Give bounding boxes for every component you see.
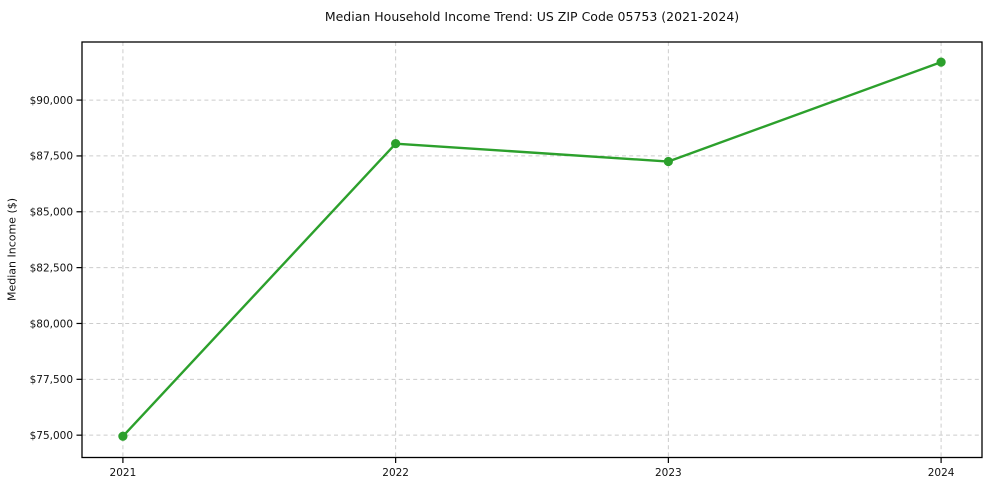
data-point-marker (391, 139, 401, 149)
y-axis-title: Median Income ($) (5, 197, 19, 302)
y-tick-label: $75,000 (30, 430, 73, 442)
trend-line (121, 60, 943, 438)
y-tick-label: $87,500 (30, 151, 73, 163)
plot-area-spine (81, 41, 983, 459)
y-tick-label: $80,000 (30, 318, 73, 330)
x-tick-label: 2023 (655, 467, 682, 479)
data-point-marker (663, 156, 673, 167)
y-tick-label: $85,000 (30, 207, 73, 219)
data-point-marker (936, 57, 946, 67)
y-tick-label: $82,500 (30, 262, 73, 274)
y-tick-label: $90,000 (30, 95, 73, 107)
y-tick-label: $77,500 (30, 374, 73, 386)
x-tick-label: 2021 (110, 467, 137, 479)
chart-title: Median Household Income Trend: US ZIP Co… (324, 9, 740, 24)
data-point-marker (118, 431, 128, 441)
x-tick-label: 2022 (382, 467, 409, 479)
x-tick-label: 2024 (928, 467, 955, 479)
